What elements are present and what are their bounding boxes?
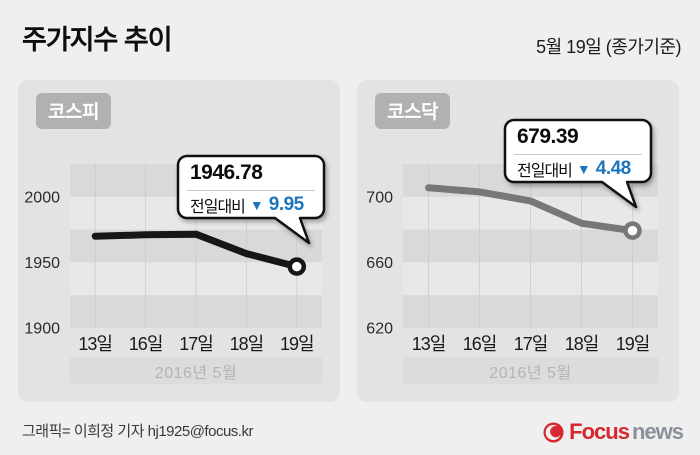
kospi-tooltip-delta: 9.95 xyxy=(268,194,304,215)
kosdaq-panel: 700 660 620 13일 16일 17일 18일 19일 코스닥 2016년 5월 67… xyxy=(357,80,679,402)
kospi-tooltip: 1946.78 전일대비 ▼ 9.95 xyxy=(176,154,326,246)
kosdaq-tooltip-bubble xyxy=(503,118,653,209)
down-triangle-icon: ▼ xyxy=(576,161,591,177)
last-point-marker xyxy=(287,257,307,276)
x-axis-tick-label: 17일 xyxy=(179,334,213,354)
kosdaq-tooltip-label: 전일대비 xyxy=(517,163,573,180)
kosdaq-tooltip-value: 679.39 xyxy=(517,125,579,148)
last-point-marker xyxy=(623,221,642,240)
x-axis-tick-label: 18일 xyxy=(230,334,264,354)
y-axis-tick-label: 700 xyxy=(366,189,393,206)
kospi-month-bar: 2016년 5월 xyxy=(70,357,322,384)
x-axis-tick-label: 13일 xyxy=(412,334,446,354)
kosdaq-badge: 코스닥 xyxy=(375,93,450,129)
kospi-tooltip-bubble xyxy=(176,154,326,245)
logo-text-news: news xyxy=(631,419,684,444)
graphic-credit: 그래픽= 이희정 기자 hj1925@focus.kr xyxy=(22,423,253,440)
x-axis-tick-label: 16일 xyxy=(129,334,163,354)
kospi-badge: 코스피 xyxy=(36,93,111,129)
index-line xyxy=(91,230,301,271)
page-title: 주가지수 추이 xyxy=(22,25,173,55)
x-axis-tick-label: 16일 xyxy=(463,334,497,354)
down-triangle-icon: ▼ xyxy=(249,197,264,213)
index-line xyxy=(425,184,636,235)
x-axis-tick-label: 18일 xyxy=(565,334,599,354)
y-axis-tick-label: 2000 xyxy=(24,189,60,206)
kosdaq-month-bar: 2016년 5월 xyxy=(403,357,658,384)
y-axis-tick-label: 620 xyxy=(366,321,393,338)
focus-news-logo: Focus news xyxy=(543,419,684,445)
y-axis-tick-label: 1900 xyxy=(24,321,60,338)
x-axis-tick-label: 19일 xyxy=(280,334,314,354)
y-axis-tick-label: 660 xyxy=(366,255,393,272)
y-axis-tick-label: 1950 xyxy=(24,255,60,272)
kosdaq-tooltip-delta: 4.48 xyxy=(595,158,631,179)
kosdaq-tooltip: 679.39 전일대비 ▼ 4.48 xyxy=(503,118,653,210)
logo-text-focus: Focus xyxy=(569,419,630,444)
kospi-tooltip-label: 전일대비 xyxy=(190,199,246,216)
x-axis-tick-label: 17일 xyxy=(514,334,548,354)
date-note: 5월 19일 (종가기준) xyxy=(536,37,681,57)
kosdaq-tooltip-divider xyxy=(514,154,642,155)
focus-news-logo-icon xyxy=(543,422,564,442)
x-axis-tick-label: 19일 xyxy=(616,334,650,354)
kospi-panel: 2000 1950 1900 13일 16일 17일 18일 19일 코스피 2016년 5월… xyxy=(18,80,340,402)
kospi-tooltip-value: 1946.78 xyxy=(190,161,263,184)
x-axis-tick-label: 13일 xyxy=(78,334,112,354)
kospi-tooltip-divider xyxy=(187,190,315,191)
